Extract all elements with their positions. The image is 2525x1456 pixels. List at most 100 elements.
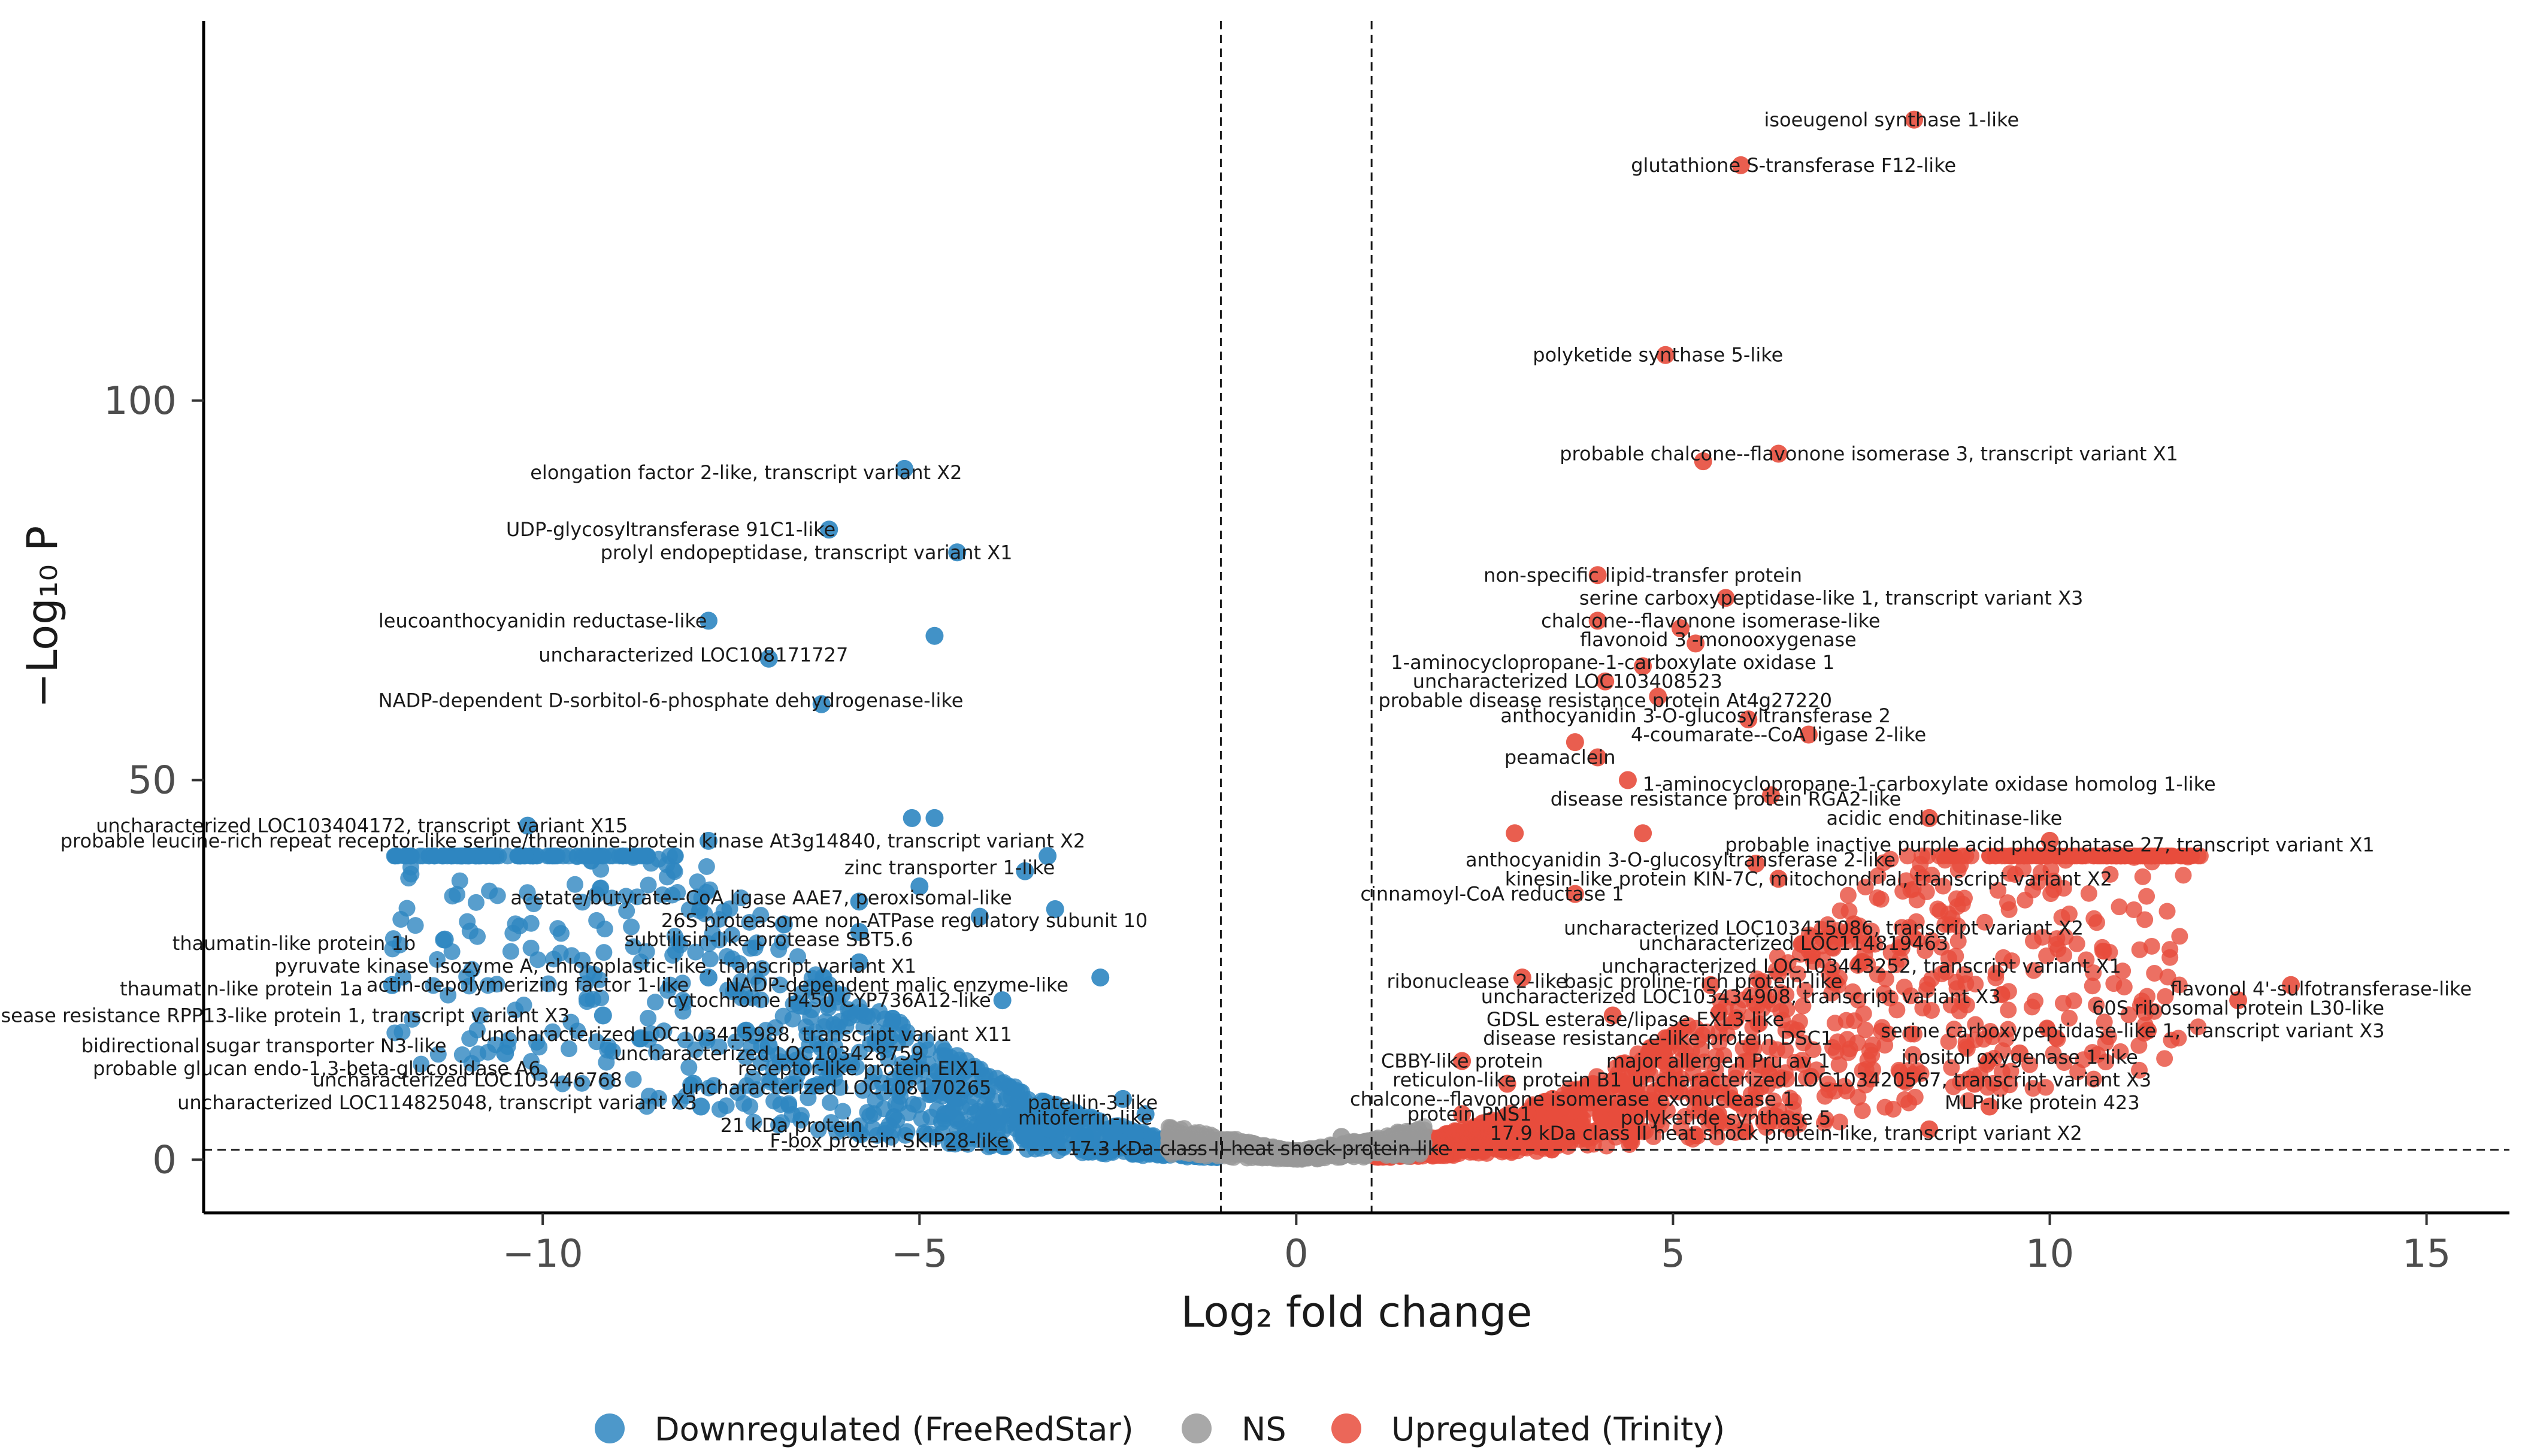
data-point bbox=[640, 1009, 657, 1027]
data-point bbox=[648, 1043, 665, 1061]
data-point bbox=[710, 1038, 728, 1055]
data-point bbox=[898, 1123, 916, 1140]
point-label: NADP-dependent D-sorbitol-6-phosphate de… bbox=[379, 689, 964, 712]
point-label: 17.3 kDa class II heat shock protein-lik… bbox=[1067, 1137, 1449, 1160]
data-point bbox=[2131, 941, 2148, 958]
data-point bbox=[727, 1033, 744, 1051]
data-point bbox=[992, 1108, 1010, 1125]
data-point bbox=[2065, 992, 2082, 1009]
data-point bbox=[2136, 911, 2154, 928]
point-label: serine carboxypeptidase-like 1, transcri… bbox=[1579, 586, 2083, 609]
data-point bbox=[1857, 1021, 1874, 1039]
data-point bbox=[658, 856, 676, 873]
point-label: 17.9 kDa class II heat shock protein-lik… bbox=[1490, 1122, 2082, 1145]
data-point bbox=[596, 921, 613, 938]
data-point bbox=[392, 911, 410, 928]
data-point bbox=[594, 1006, 612, 1025]
point-label: uncharacterized LOC108170265 bbox=[682, 1076, 991, 1099]
data-point bbox=[741, 1098, 759, 1115]
data-point bbox=[680, 901, 698, 918]
data-point bbox=[680, 1059, 698, 1076]
point-label: uncharacterized LOC103434908, transcript… bbox=[1481, 985, 2001, 1008]
data-point bbox=[834, 1103, 852, 1120]
legend-label: NS bbox=[1242, 1410, 1286, 1448]
data-point bbox=[2120, 1006, 2138, 1024]
data-point bbox=[854, 1082, 871, 1099]
point-label: peamaclein bbox=[1504, 746, 1616, 768]
y-tick-label: 50 bbox=[128, 759, 177, 803]
data-point bbox=[574, 894, 591, 911]
data-point bbox=[598, 1073, 616, 1090]
data-point bbox=[554, 1075, 571, 1092]
data-point bbox=[574, 952, 591, 969]
point-cloud bbox=[384, 847, 2209, 1168]
legend-marker bbox=[595, 1413, 625, 1443]
data-point bbox=[638, 943, 655, 960]
data-point bbox=[655, 1022, 673, 1040]
data-point bbox=[625, 938, 642, 955]
point-label: MLP-like protein 423 bbox=[1945, 1091, 2140, 1114]
data-point bbox=[507, 915, 524, 933]
legend-marker bbox=[1182, 1413, 1212, 1443]
point-label: 60S ribosomal protein L30-like bbox=[2092, 997, 2384, 1019]
point-label: UDP-glycosyltransferase 91C1-like bbox=[506, 518, 835, 541]
data-point bbox=[2097, 1034, 2114, 1052]
point-label: zinc transporter 1-like bbox=[844, 856, 1055, 879]
data-point bbox=[925, 809, 944, 827]
data-point bbox=[1014, 1128, 1031, 1145]
point-label: cytochrome P450 CYP736A12-like bbox=[667, 989, 991, 1012]
x-tick-label: 15 bbox=[2402, 1232, 2451, 1276]
point-label: F-box protein SKIP28-like bbox=[770, 1130, 1009, 1152]
data-point bbox=[2023, 998, 2040, 1016]
data-point bbox=[2112, 1043, 2129, 1060]
legend-label: Downregulated (FreeRedStar) bbox=[655, 1410, 1134, 1448]
point-label: bidirectional sugar transporter N3-like bbox=[81, 1034, 447, 1057]
data-point bbox=[933, 1112, 952, 1131]
point-label: uncharacterized LOC114819463 bbox=[1639, 932, 1948, 955]
point-label: acetate/butyrate--CoA ligase AAE7, perox… bbox=[510, 886, 1012, 909]
data-point bbox=[1789, 965, 1806, 983]
data-point bbox=[1863, 1046, 1881, 1064]
data-point bbox=[2021, 1056, 2039, 1073]
data-point bbox=[1879, 1025, 1897, 1043]
data-point bbox=[2000, 901, 2018, 918]
point-label: inositol oxygenase 1-like bbox=[1902, 1046, 2138, 1068]
data-point bbox=[1875, 854, 1892, 871]
data-point bbox=[467, 894, 485, 911]
data-point bbox=[2126, 901, 2143, 918]
point-label: polyketide synthase 5-like bbox=[1533, 344, 1783, 367]
point-label: uncharacterized LOC108171727 bbox=[538, 643, 848, 666]
data-point bbox=[402, 865, 420, 883]
data-point bbox=[1949, 898, 1966, 915]
data-point bbox=[425, 977, 442, 994]
point-label: cinnamoyl-CoA reductase 1 bbox=[1360, 883, 1624, 906]
point-label: non-specific lipid-transfer protein bbox=[1483, 564, 1802, 586]
y-tick-label: 0 bbox=[152, 1138, 177, 1182]
data-point bbox=[2017, 891, 2034, 909]
x-tick-label: 5 bbox=[1661, 1232, 1685, 1276]
point-label: thaumatin-like protein 1a bbox=[120, 977, 363, 1000]
data-point bbox=[552, 925, 570, 942]
data-point bbox=[1896, 1091, 1914, 1108]
data-point bbox=[1837, 1012, 1855, 1029]
point-label: disease resistance-like protein DSC1 bbox=[1483, 1027, 1833, 1049]
data-point bbox=[2085, 964, 2102, 982]
data-point bbox=[2131, 1061, 2148, 1079]
data-point bbox=[698, 858, 715, 875]
data-point bbox=[625, 1071, 642, 1088]
data-point bbox=[2094, 939, 2111, 956]
point-label: thaumatin-like protein 1b bbox=[172, 932, 416, 955]
data-point bbox=[1995, 949, 2012, 966]
legend-label: Upregulated (Trinity) bbox=[1391, 1410, 1725, 1448]
data-point bbox=[449, 886, 466, 903]
data-point bbox=[771, 976, 789, 994]
data-point bbox=[2024, 1080, 2042, 1097]
point-label: actin-depolymerizing factor 1-like bbox=[367, 974, 689, 997]
point-label: uncharacterized LOC114825048, transcript… bbox=[177, 1091, 697, 1114]
x-tick-label: −5 bbox=[891, 1232, 947, 1276]
data-point bbox=[2156, 1050, 2173, 1067]
data-point bbox=[2134, 868, 2151, 885]
data-point bbox=[461, 1030, 479, 1048]
data-point bbox=[451, 872, 468, 889]
point-labels: isoeugenol synthase 1-like glutathione S-… bbox=[0, 108, 2472, 1160]
